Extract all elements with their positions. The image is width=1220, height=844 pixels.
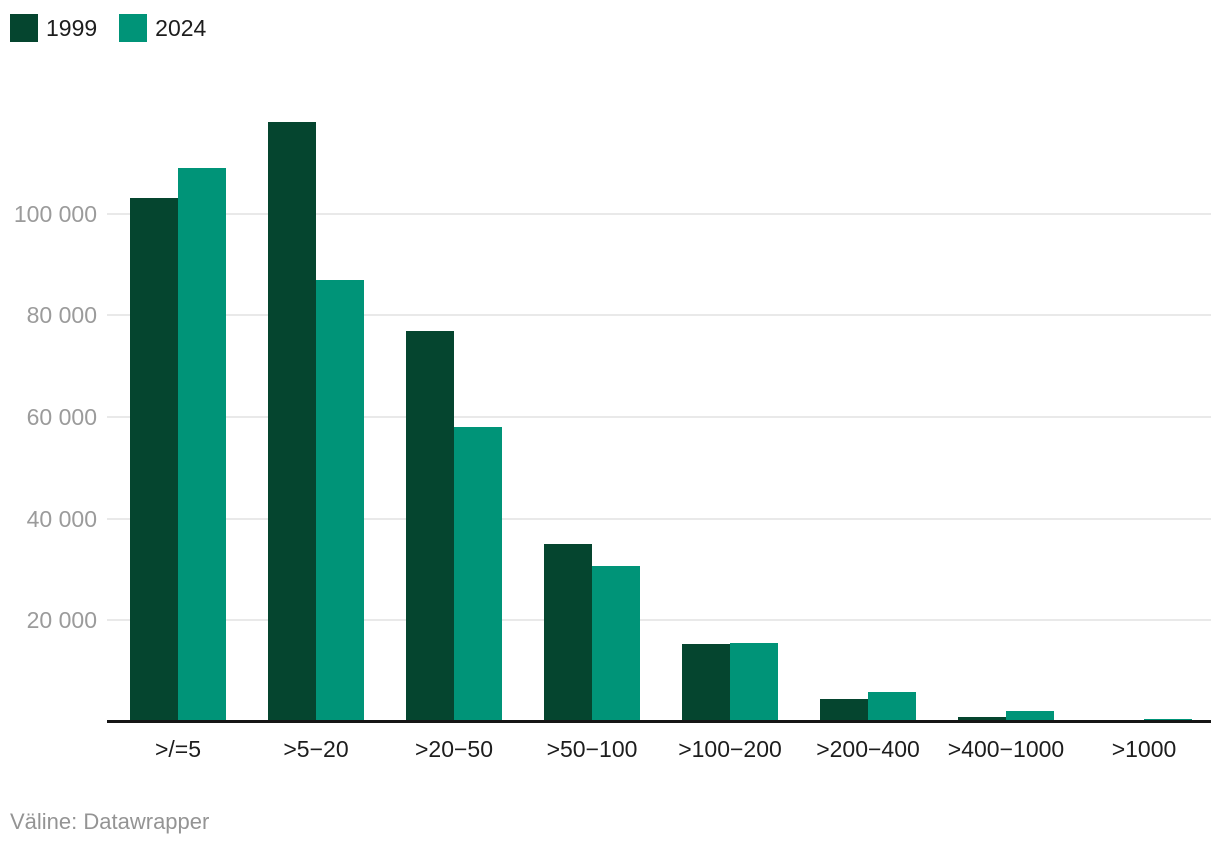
bar-1999-group-7 bbox=[958, 717, 1006, 722]
legend-label: 2024 bbox=[155, 15, 207, 41]
bar-2024-group-3 bbox=[454, 427, 502, 722]
legend-swatch-icon bbox=[119, 14, 148, 42]
bar-1999-group-3 bbox=[406, 331, 454, 722]
x-tick-label: >20−50 bbox=[414, 736, 494, 762]
x-tick-label: >50−100 bbox=[546, 736, 638, 762]
bar-1999-group-6 bbox=[820, 699, 868, 722]
bar-1999-group-4 bbox=[544, 544, 592, 722]
y-tick-label: 40 000 bbox=[26, 505, 97, 532]
bar-2024-group-5 bbox=[730, 643, 778, 722]
y-tick-label: 100 000 bbox=[13, 200, 97, 227]
y-tick-label: 20 000 bbox=[26, 607, 97, 634]
legend-item-2024: 2024 bbox=[119, 14, 206, 42]
y-gridline bbox=[107, 314, 1211, 317]
x-tick-label: >400−1000 bbox=[947, 736, 1065, 762]
bar-2024-group-2 bbox=[316, 280, 364, 722]
plot-area: 20 000 40 000 60 000 80 000 100 000 >/=5 >5−20… bbox=[14, 112, 1211, 762]
y-tick-label: 60 000 bbox=[26, 404, 97, 430]
bar-2024-group-6 bbox=[868, 692, 916, 722]
legend-label: 1999 bbox=[46, 15, 98, 41]
y-tick-label: 80 000 bbox=[26, 302, 97, 329]
y-gridline bbox=[107, 212, 1211, 215]
x-tick-label: >1000 bbox=[1111, 736, 1177, 762]
bar-1999-group-2 bbox=[268, 122, 316, 722]
x-tick-label: >100−200 bbox=[678, 736, 782, 762]
bar-2024-group-7 bbox=[1006, 711, 1054, 722]
x-tick-label: >/=5 bbox=[154, 736, 202, 762]
legend-swatch-icon bbox=[10, 14, 38, 42]
bar-1999-group-1 bbox=[130, 198, 178, 722]
source-credit: Väline: Datawrapper bbox=[10, 809, 210, 834]
x-tick-label: >200−400 bbox=[816, 736, 920, 762]
x-axis-line bbox=[107, 720, 1211, 723]
legend-item-1999: 1999 bbox=[10, 14, 97, 42]
y-gridline bbox=[107, 517, 1211, 520]
bar-2024-group-4 bbox=[592, 566, 640, 722]
bar-2024-group-1 bbox=[178, 168, 226, 722]
bar-1999-group-5 bbox=[682, 644, 730, 722]
y-gridline bbox=[107, 619, 1211, 622]
legend: 1999 2024 bbox=[10, 14, 206, 42]
x-tick-label: >5−20 bbox=[283, 736, 349, 762]
y-gridline bbox=[107, 416, 1211, 418]
